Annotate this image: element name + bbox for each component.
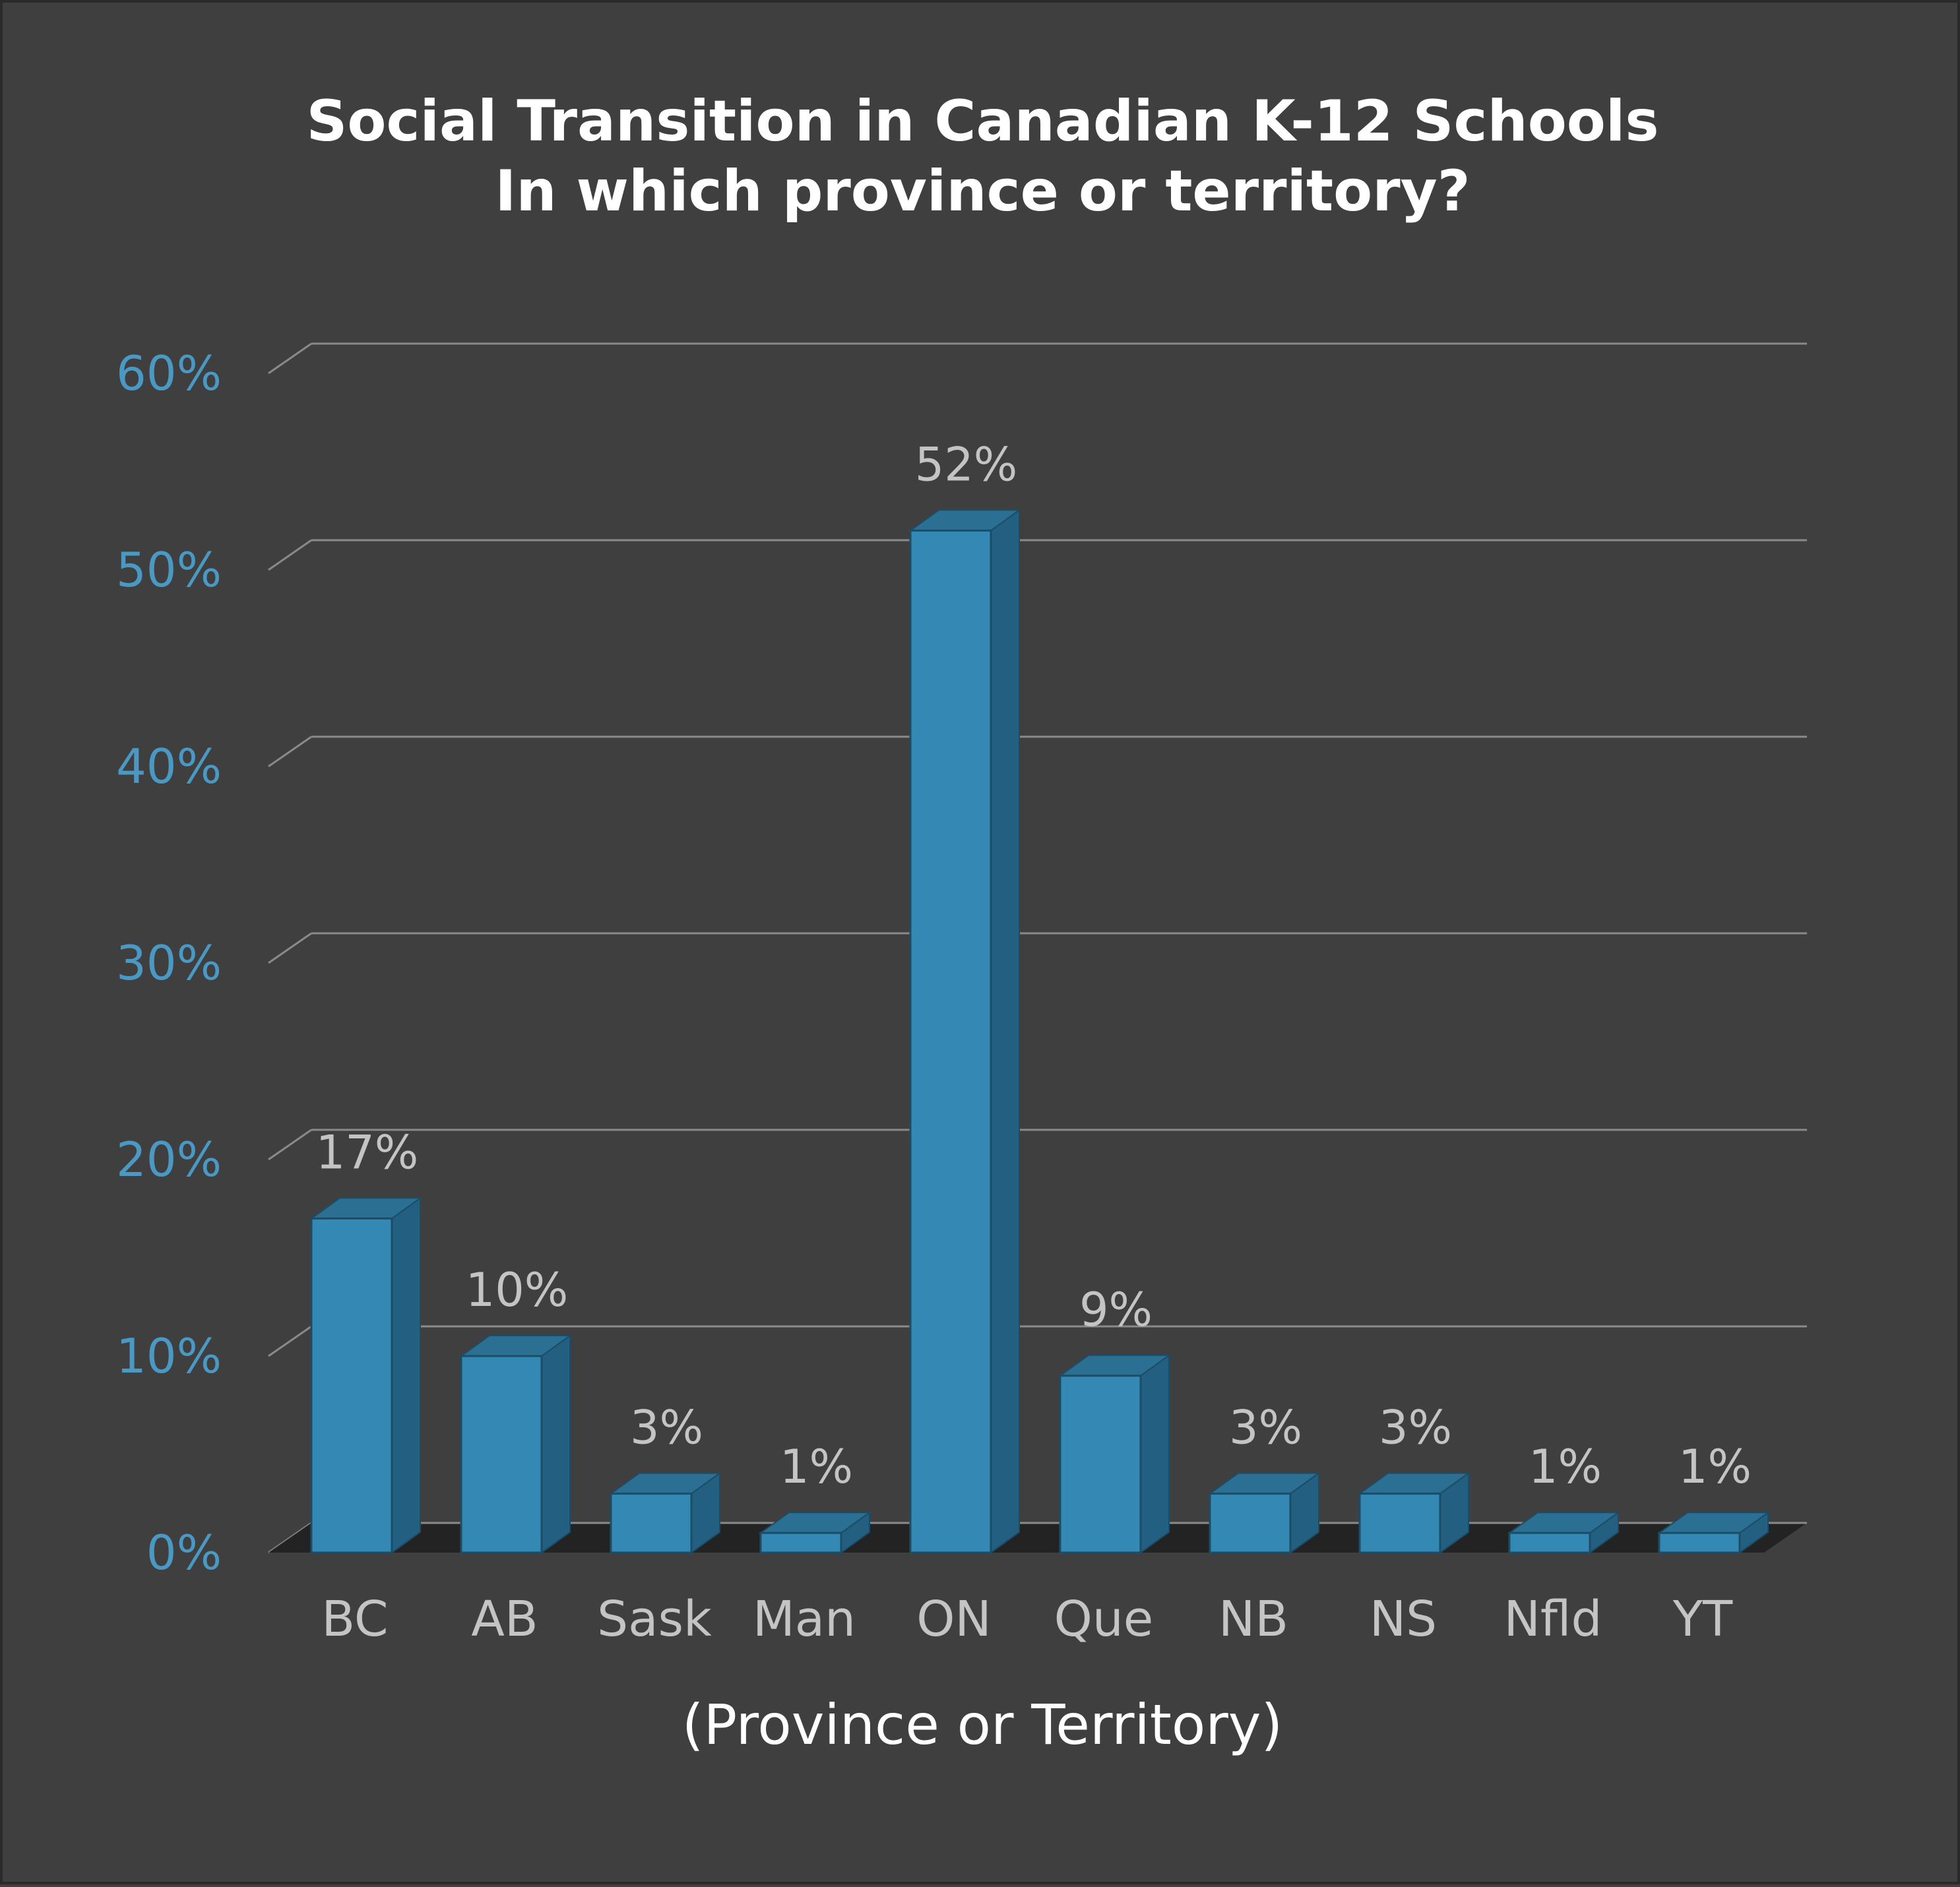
data-label: 17%: [316, 1125, 419, 1179]
bar-front: [909, 529, 992, 1554]
x-tick-label: Que: [1054, 1591, 1154, 1648]
data-label: 52%: [915, 437, 1018, 491]
bar: [1207, 1471, 1321, 1554]
x-tick-label: NS: [1370, 1591, 1437, 1648]
y-tick-label: 0%: [146, 1525, 222, 1580]
bar-side: [391, 1196, 421, 1554]
bar-front: [1508, 1531, 1591, 1554]
data-label: 3%: [1379, 1401, 1452, 1455]
x-tick-label: Nfld: [1504, 1591, 1602, 1648]
chart-subtitle: In which province or territory?: [495, 158, 1470, 224]
bar-front: [310, 1217, 393, 1554]
gridlines: [268, 342, 1807, 1554]
bar-chart: 0% 10% 20% 30% 40% 50% 60% 17% 10% 3% 1% 52% 9% 3% 3%…: [116, 342, 1807, 1757]
gridline: [268, 932, 1807, 964]
bar: [908, 509, 1022, 1554]
bar-front: [460, 1355, 543, 1554]
y-tick-label: 30%: [116, 935, 222, 991]
bar-front: [1358, 1493, 1441, 1554]
data-label: 1%: [780, 1440, 853, 1494]
bar-front: [1059, 1375, 1142, 1554]
data-label: 9%: [1079, 1283, 1153, 1337]
bar-front: [1658, 1531, 1741, 1554]
bar: [1507, 1511, 1621, 1554]
x-tick-label: ON: [916, 1591, 992, 1648]
y-tick-label: 20%: [116, 1132, 222, 1187]
bar: [758, 1511, 872, 1554]
x-tick-label: Man: [753, 1591, 856, 1648]
data-label: 1%: [1529, 1440, 1602, 1494]
bar: [1058, 1353, 1172, 1554]
gridline: [268, 342, 1807, 375]
gridline: [268, 539, 1807, 571]
data-label: 3%: [630, 1401, 703, 1455]
chart-title: Social Transition in Canadian K-12 Schoo…: [306, 88, 1659, 154]
bar: [309, 1196, 423, 1554]
y-tick-label: 10%: [116, 1328, 222, 1384]
data-labels: 17% 10% 3% 1% 52% 9% 3% 3% 1% 1%: [316, 437, 1752, 1494]
bar-front: [1209, 1493, 1292, 1554]
gridline: [268, 735, 1807, 768]
bar: [458, 1334, 573, 1554]
bar: [1357, 1471, 1471, 1554]
bars: [309, 509, 1771, 1554]
x-tick-label: NB: [1218, 1591, 1288, 1648]
data-label: 3%: [1229, 1401, 1302, 1455]
x-tick-label: AB: [471, 1591, 538, 1648]
bar-side: [541, 1334, 571, 1554]
y-tick-label: 60%: [116, 346, 222, 401]
bar-side: [990, 509, 1020, 1554]
bar: [608, 1471, 722, 1554]
x-tick-label: BC: [321, 1591, 388, 1648]
bar-side: [1140, 1353, 1170, 1554]
x-tick-label: YT: [1672, 1591, 1733, 1648]
gridline: [268, 1325, 1807, 1357]
data-label: 10%: [466, 1263, 569, 1317]
x-tick-label: Sask: [597, 1591, 712, 1648]
bar-front: [759, 1531, 842, 1554]
x-axis-title: (Province or Territory): [682, 1692, 1283, 1757]
data-label: 1%: [1678, 1440, 1752, 1494]
y-tick-label: 50%: [116, 542, 222, 598]
y-axis-ticks: 0% 10% 20% 30% 40% 50% 60%: [116, 346, 222, 1580]
x-axis-ticks: BC AB Sask Man ON Que NB NS Nfld YT: [321, 1591, 1733, 1648]
bar-front: [610, 1493, 693, 1554]
bar: [1657, 1511, 1771, 1554]
y-tick-label: 40%: [116, 739, 222, 794]
gridline: [268, 1129, 1807, 1161]
